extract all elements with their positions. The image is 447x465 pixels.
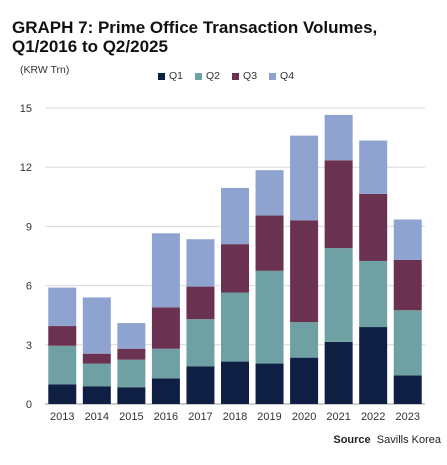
- bar-2014-q2: [82, 363, 111, 387]
- bar-2014-q1: [82, 386, 111, 404]
- bar-2013-q4: [48, 287, 77, 327]
- bar-2016-q1: [151, 378, 180, 404]
- bar-2013-q2: [48, 345, 77, 385]
- bar-2015-q4: [117, 323, 146, 349]
- bar-2023-q1: [393, 375, 422, 404]
- bar-2021-q1: [324, 341, 353, 404]
- legend-label-q4: Q4: [280, 70, 295, 82]
- bar-2015-q3: [117, 348, 146, 360]
- bar-2019-q4: [255, 170, 284, 216]
- x-tick-label-2020: 2020: [292, 411, 316, 423]
- legend-label-q2: Q2: [206, 70, 221, 82]
- source-value: Savills Korea: [376, 434, 441, 446]
- x-tick-label-2014: 2014: [85, 411, 109, 423]
- x-tick-label-2017: 2017: [188, 411, 212, 423]
- bar-2016-q2: [151, 348, 180, 379]
- bar-2013-q3: [48, 326, 77, 346]
- legend-item-q3: Q3: [232, 70, 257, 82]
- bar-2015-q2: [117, 359, 146, 388]
- y-tick-label-15: 15: [20, 103, 32, 115]
- bar-2021-q4: [324, 114, 353, 161]
- bar-2018-q4: [221, 187, 249, 245]
- bar-2019-q3: [255, 215, 284, 271]
- y-tick-label-9: 9: [26, 221, 32, 233]
- legend-swatch-q4: [269, 72, 277, 80]
- bar-2022-q1: [359, 327, 388, 404]
- legend-swatch-q2: [195, 72, 203, 80]
- bar-2020-q2: [290, 322, 319, 358]
- chart-title: GRAPH 7: Prime Office Transaction Volume…: [12, 18, 377, 56]
- source-note: Source Savills Korea: [333, 434, 441, 446]
- bar-2018-q1: [221, 361, 249, 404]
- bar-2013-q1: [48, 384, 77, 404]
- bar-2014-q3: [82, 353, 111, 364]
- x-tick-label-2021: 2021: [326, 411, 350, 423]
- legend-label-q3: Q3: [243, 70, 258, 82]
- x-tick-label-2013: 2013: [50, 411, 74, 423]
- chart-title-line-1: GRAPH 7: Prime Office Transaction Volume…: [12, 18, 378, 37]
- bar-2018-q2: [221, 292, 249, 362]
- bar-2017-q4: [186, 239, 215, 287]
- bar-2022-q3: [359, 193, 388, 261]
- bar-2022-q4: [359, 140, 388, 194]
- bar-2019-q1: [255, 363, 284, 404]
- bar-2022-q2: [359, 260, 388, 328]
- bar-2018-q3: [221, 244, 249, 293]
- bar-2020-q1: [290, 357, 319, 404]
- bar-2016-q3: [151, 307, 180, 349]
- bar-2016-q4: [151, 233, 180, 308]
- bar-2020-q4: [290, 135, 319, 221]
- x-tick-label-2018: 2018: [223, 411, 247, 423]
- legend-label-q1: Q1: [169, 70, 184, 82]
- bar-2017-q1: [186, 366, 215, 404]
- x-tick-label-2023: 2023: [395, 411, 419, 423]
- x-tick-label-2016: 2016: [154, 411, 178, 423]
- bar-2017-q2: [186, 319, 215, 367]
- chart-title-line-2: Q1/2016 to Q2/2025: [12, 37, 168, 56]
- bar-2023-q3: [393, 259, 422, 311]
- y-tick-label-3: 3: [26, 340, 32, 352]
- legend-item-q1: Q1: [158, 70, 183, 82]
- chart-legend: Q1 Q2 Q3 Q4: [158, 70, 294, 82]
- bar-2017-q3: [186, 286, 215, 320]
- y-tick-label-12: 12: [20, 162, 32, 174]
- source-label: Source: [333, 434, 371, 446]
- bar-2023-q4: [393, 219, 422, 260]
- bar-2023-q2: [393, 310, 422, 376]
- bar-2021-q2: [324, 248, 353, 342]
- legend-item-q2: Q2: [195, 70, 220, 82]
- bar-2014-q4: [82, 297, 111, 354]
- legend-item-q4: Q4: [269, 70, 294, 82]
- bar-2021-q3: [324, 160, 353, 249]
- bar-2019-q2: [255, 270, 284, 364]
- legend-swatch-q3: [232, 72, 240, 80]
- x-tick-label-2015: 2015: [119, 411, 143, 423]
- bar-2020-q3: [290, 220, 319, 323]
- legend-swatch-q1: [158, 72, 165, 80]
- y-tick-label-0: 0: [26, 399, 32, 411]
- x-tick-label-2019: 2019: [257, 411, 281, 423]
- y-axis-unit-label: (KRW Trn): [20, 64, 70, 76]
- x-tick-label-2022: 2022: [361, 411, 385, 423]
- y-tick-label-6: 6: [26, 281, 32, 293]
- bar-2015-q1: [117, 387, 146, 404]
